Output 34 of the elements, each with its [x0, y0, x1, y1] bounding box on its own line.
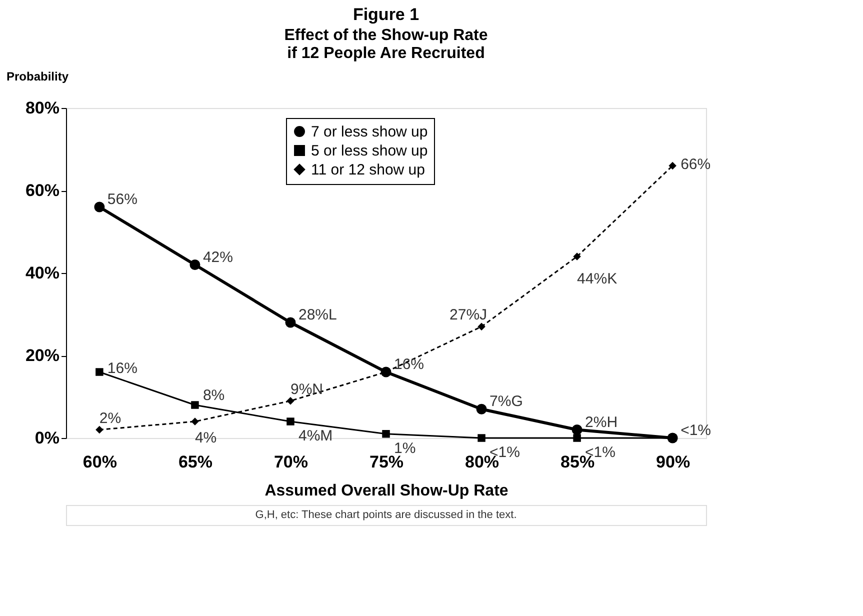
x-tick-label: 60%: [82, 452, 117, 472]
data-label: 2%: [99, 410, 122, 427]
legend-label: 11 or 12 show up: [311, 162, 425, 178]
x-tick-label: 70%: [274, 452, 308, 472]
data-label: 2%H: [585, 414, 618, 431]
data-label: 8%: [202, 387, 225, 404]
data-label: 28%L: [298, 306, 337, 324]
data-label: 56%: [107, 191, 138, 208]
text: if 12 People Are Recruited: [287, 45, 485, 62]
x-axis-title: Assumed Overall Show-Up Rate: [264, 482, 508, 500]
data-label: 7%G: [490, 393, 523, 410]
data-label: <1%: [680, 422, 712, 439]
data-label: 9%N: [290, 380, 323, 398]
y-tick-label: 60%: [25, 181, 60, 200]
text: Effect of the Show-up Rate: [284, 27, 488, 44]
y-tick-label: 0%: [34, 428, 60, 448]
x-tick-label: 90%: [656, 452, 690, 472]
data-label: 16%: [394, 356, 424, 373]
data-label: 16%: [107, 360, 138, 377]
y-tick-label: 20%: [25, 346, 60, 365]
chart-title: Figure 1: [352, 5, 420, 24]
text: G,H, etc: These chart points are discussed in the text.: [255, 509, 517, 521]
data-label: 4%M: [298, 428, 333, 444]
y-tick-label: 80%: [25, 98, 60, 118]
data-label: 44%K: [577, 270, 618, 288]
data-label: 42%: [202, 248, 233, 266]
data-label: 4%: [194, 430, 217, 446]
y-axis-title: Probability: [6, 70, 69, 84]
data-label: 27%J: [450, 306, 488, 324]
legend-label: 5 or less show up: [311, 142, 428, 160]
legend-label: 7 or less show up: [311, 124, 428, 140]
y-tick-label: 40%: [25, 264, 60, 282]
x-tick-label: 65%: [178, 452, 212, 472]
data-label: 66%: [680, 156, 711, 173]
